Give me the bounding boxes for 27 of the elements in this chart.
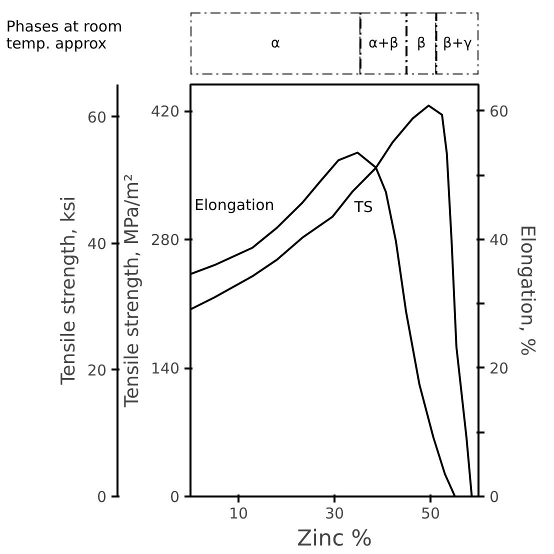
x-tick-label: 10	[228, 504, 248, 522]
y2-tick-label: 40	[490, 230, 509, 249]
y3-axis-title: Tensile strength, ksi	[57, 196, 80, 386]
series-label: TS	[353, 198, 373, 216]
x-tick-label: 30	[324, 504, 344, 522]
y3-tick-label: 40	[87, 234, 107, 253]
line-series	[190, 104, 473, 496]
series-label: β+γ	[442, 36, 472, 52]
y-tick-label: 420	[150, 102, 180, 121]
y-tick-label: 140	[150, 360, 180, 378]
x-tick-label: 50	[420, 504, 440, 522]
y2-tick-label: 60	[490, 102, 509, 120]
y3-tick-label: 0	[96, 488, 107, 506]
y2-tick-label: 20	[490, 359, 509, 378]
y3-tick-label: 20	[87, 361, 107, 380]
y3-tick-label: 60	[87, 108, 107, 126]
y-axis-title: Tensile strength, MPa/m²	[120, 174, 143, 408]
y-tick-label: 0	[170, 488, 180, 506]
y2-axis-title: Elongation, %	[516, 224, 539, 356]
y-tick-label: 280	[150, 231, 180, 250]
y2-tick-label: 0	[490, 488, 500, 506]
series-label: α	[270, 36, 280, 52]
series-label: α+β	[368, 36, 398, 52]
x-axis-title: Zinc %	[296, 526, 372, 552]
y-axis-title: Phases at room temp. approx	[6, 17, 122, 53]
series-label: β	[416, 36, 426, 52]
series-label: Elongation	[194, 196, 274, 214]
